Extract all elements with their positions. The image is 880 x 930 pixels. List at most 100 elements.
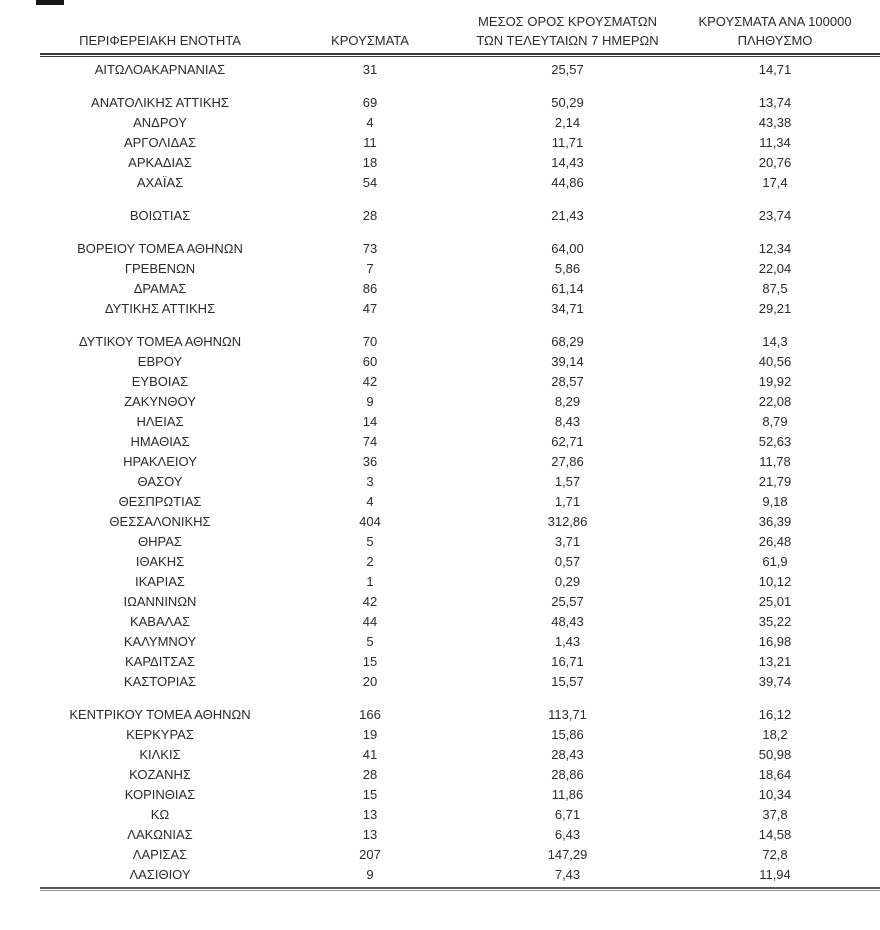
- cases-cell: 15: [362, 787, 378, 802]
- region-name-cell: ΚΕΡΚΥΡΑΣ: [126, 727, 194, 742]
- avg-7day-cell: 0,57: [554, 554, 581, 569]
- table-row: ΑΡΚΑΔΙΑΣ 18 14,43 20,76: [40, 153, 880, 173]
- per-100k-cell: 39,74: [758, 674, 792, 689]
- table-row: ΚΑΛΥΜΝΟΥ 5 1,43 16,98: [40, 632, 880, 652]
- cases-cell: 13: [362, 807, 378, 822]
- avg-7day-cell: 6,71: [554, 807, 581, 822]
- avg-7day-cell: 113,71: [548, 707, 587, 722]
- covid-regional-table: ΠΕΡΙΦΕΡΕΙΑΚΗ ΕΝΟΤΗΤΑ ΚΡΟΥΣΜΑΤΑ ΜΕΣΟΣ ΟΡΟ…: [40, 12, 880, 891]
- per-100k-cell: 14,3: [762, 334, 788, 349]
- per-100k-cell: 12,34: [758, 241, 792, 256]
- table-row: ΓΡΕΒΕΝΩΝ 7 5,86 22,04: [40, 259, 880, 279]
- cases-cell: 1: [366, 574, 374, 589]
- avg-7day-cell: 11,71: [551, 135, 584, 150]
- avg-7day-cell: 44,86: [551, 175, 584, 190]
- region-name-cell: ΙΘΑΚΗΣ: [135, 554, 185, 569]
- cases-cell: 9: [366, 867, 374, 882]
- region-name-cell: ΑΡΚΑΔΙΑΣ: [128, 155, 192, 170]
- cases-cell: 54: [362, 175, 378, 190]
- avg-7day-cell: 68,29: [551, 334, 584, 349]
- table-row: ΖΑΚΥΝΘΟΥ 9 8,29 22,08: [40, 392, 880, 412]
- per-100k-cell: 14,58: [758, 827, 792, 842]
- per-100k-cell: 20,76: [758, 155, 792, 170]
- group-separator-gap: [40, 80, 880, 93]
- table-row: ΚΑΒΑΛΑΣ 44 48,43 35,22: [40, 612, 880, 632]
- cases-cell: 207: [359, 847, 381, 862]
- per-100k-cell: 9,18: [762, 494, 788, 509]
- group-separator-gap: [40, 193, 880, 206]
- region-name-cell: ΚΑΒΑΛΑΣ: [129, 614, 191, 629]
- cases-cell: 70: [362, 334, 378, 349]
- region-name-cell: ΔΥΤΙΚΗΣ ΑΤΤΙΚΗΣ: [104, 301, 216, 316]
- table-row: ΒΟΡΕΙΟΥ ΤΟΜΕΑ ΑΘΗΝΩΝ 73 64,00 12,34: [40, 239, 880, 259]
- per-100k-cell: 36,39: [758, 514, 792, 529]
- avg-7day-cell: 50,29: [551, 95, 584, 110]
- region-name-cell: ΔΥΤΙΚΟΥ ΤΟΜΕΑ ΑΘΗΝΩΝ: [78, 334, 242, 349]
- avg-7day-cell: 0,29: [554, 574, 581, 589]
- table-row: ΔΥΤΙΚΟΥ ΤΟΜΕΑ ΑΘΗΝΩΝ 70 68,29 14,3: [40, 332, 880, 352]
- region-name-cell: ΚΑΡΔΙΤΣΑΣ: [124, 654, 196, 669]
- table-row: ΚΑΣΤΟΡΙΑΣ 20 15,57 39,74: [40, 672, 880, 692]
- region-name-cell: ΒΟΡΕΙΟΥ ΤΟΜΕΑ ΑΘΗΝΩΝ: [77, 241, 243, 256]
- per-100k-cell: 13,21: [758, 654, 792, 669]
- per-100k-cell: 40,56: [758, 354, 792, 369]
- region-name-cell: ΚΙΛΚΙΣ: [139, 747, 181, 762]
- avg-7day-cell: 28,43: [551, 747, 584, 762]
- top-edge-fragment: [36, 0, 64, 5]
- table-row: ΚΕΡΚΥΡΑΣ 19 15,86 18,2: [40, 725, 880, 745]
- avg-7day-cell: 1,57: [554, 474, 581, 489]
- region-name-cell: ΕΥΒΟΙΑΣ: [131, 374, 189, 389]
- avg-7day-cell: 15,57: [551, 674, 584, 689]
- per-100k-cell: 61,9: [762, 554, 788, 569]
- avg-7day-cell: 21,43: [551, 208, 584, 223]
- region-name-cell: ΘΗΡΑΣ: [138, 534, 182, 549]
- per-100k-cell: 37,8: [762, 807, 788, 822]
- avg-7day-cell: 64,00: [551, 241, 584, 256]
- table-row: ΚΕΝΤΡΙΚΟΥ ΤΟΜΕΑ ΑΘΗΝΩΝ 166 113,71 16,12: [40, 705, 880, 725]
- cases-cell: 28: [362, 767, 378, 782]
- column-header-region: ΠΕΡΙΦΕΡΕΙΑΚΗ ΕΝΟΤΗΤΑ: [79, 33, 241, 48]
- avg-7day-cell: 25,57: [551, 62, 584, 77]
- per-100k-cell: 52,63: [758, 434, 792, 449]
- cases-cell: 404: [359, 514, 381, 529]
- avg-7day-cell: 34,71: [551, 301, 584, 316]
- per-100k-cell: 35,22: [758, 614, 792, 629]
- table-row: ΒΟΙΩΤΙΑΣ 28 21,43 23,74: [40, 206, 880, 226]
- cases-cell: 13: [362, 827, 378, 842]
- cases-cell: 4: [366, 494, 374, 509]
- region-name-cell: ΑΝΔΡΟΥ: [133, 115, 187, 130]
- region-name-cell: ΚΑΣΤΟΡΙΑΣ: [123, 674, 197, 689]
- region-name-cell: ΚΟΡΙΝΘΙΑΣ: [124, 787, 196, 802]
- region-name-cell: ΗΜΑΘΙΑΣ: [130, 434, 190, 449]
- cases-cell: 69: [362, 95, 378, 110]
- region-name-cell: ΑΧΑΪΑΣ: [136, 175, 184, 190]
- region-name-cell: ΒΟΙΩΤΙΑΣ: [129, 208, 191, 223]
- table-row: ΑΝΔΡΟΥ 4 2,14 43,38: [40, 113, 880, 133]
- table-row: ΗΛΕΙΑΣ 14 8,43 8,79: [40, 412, 880, 432]
- per-100k-cell: 22,08: [758, 394, 792, 409]
- table-row: ΘΕΣΠΡΩΤΙΑΣ 4 1,71 9,18: [40, 492, 880, 512]
- per-100k-cell: 14,71: [758, 62, 792, 77]
- avg-7day-cell: 6,43: [554, 827, 581, 842]
- column-header-avg-7day: ΜΕΣΟΣ ΟΡΟΣ ΚΡΟΥΣΜΑΤΩΝ ΤΩΝ ΤΕΛΕΥΤΑΙΩΝ 7 Η…: [460, 12, 675, 50]
- table-row: ΛΑΣΙΘΙΟΥ 9 7,43 11,94: [40, 865, 880, 885]
- avg-7day-cell: 62,71: [551, 434, 584, 449]
- cases-cell: 5: [366, 634, 374, 649]
- per-100k-cell: 23,74: [758, 208, 792, 223]
- table-row: ΔΥΤΙΚΗΣ ΑΤΤΙΚΗΣ 47 34,71 29,21: [40, 299, 880, 319]
- region-name-cell: ΚΕΝΤΡΙΚΟΥ ΤΟΜΕΑ ΑΘΗΝΩΝ: [69, 707, 251, 722]
- cases-cell: 4: [366, 115, 374, 130]
- cases-cell: 20: [362, 674, 378, 689]
- per-100k-cell: 11,78: [759, 454, 791, 469]
- table-row: ΑΝΑΤΟΛΙΚΗΣ ΑΤΤΙΚΗΣ 69 50,29 13,74: [40, 93, 880, 113]
- region-name-cell: ΗΛΕΙΑΣ: [136, 414, 184, 429]
- region-name-cell: ΘΕΣΣΑΛΟΝΙΚΗΣ: [109, 514, 211, 529]
- region-name-cell: ΘΑΣΟΥ: [137, 474, 183, 489]
- column-header-avg-7day-line1: ΜΕΣΟΣ ΟΡΟΣ ΚΡΟΥΣΜΑΤΩΝ: [478, 14, 657, 29]
- per-100k-cell: 21,79: [758, 474, 792, 489]
- table-row: ΚΙΛΚΙΣ 41 28,43 50,98: [40, 745, 880, 765]
- cases-cell: 5: [366, 534, 374, 549]
- group-separator-gap: [40, 319, 880, 332]
- per-100k-cell: 25,01: [758, 594, 792, 609]
